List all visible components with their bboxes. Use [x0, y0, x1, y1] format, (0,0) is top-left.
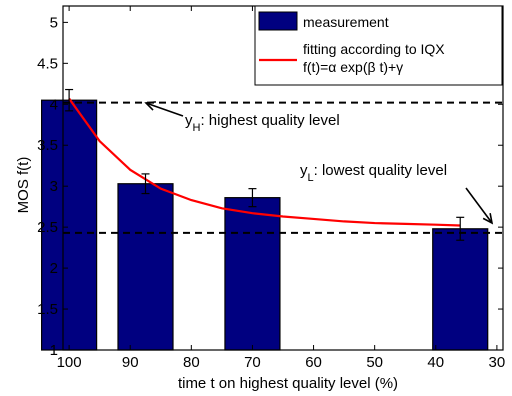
x-tick-label: 100 [57, 354, 82, 371]
y-tick-label: 2.5 [37, 219, 58, 236]
fit-curve [68, 97, 461, 227]
y-tick-label: 5 [50, 14, 58, 31]
x-tick-label: 50 [366, 354, 383, 371]
fit-layer [65, 88, 465, 241]
legend-label-measurement: measurement [303, 14, 389, 30]
legend-label-fit-line2: f(t)=α exp(β t)+γ [303, 59, 403, 75]
reference-lines-layer [63, 101, 503, 234]
annotation-high-arrow [145, 102, 184, 117]
x-tick-label: 90 [122, 354, 139, 371]
legend-swatch-bar [258, 11, 298, 31]
y-tick-label: 2 [50, 260, 58, 277]
y-tick-label: 1 [50, 342, 58, 359]
annotation-high: yH: highest quality level [185, 112, 340, 134]
annotation-low-arrowhead [482, 213, 494, 225]
x-tick-label: 60 [305, 354, 322, 371]
bar [41, 99, 98, 351]
annotation-low-arrow [465, 187, 493, 224]
bar [117, 183, 174, 351]
y-tick-label: 4 [50, 96, 58, 113]
y-tick-label: 3 [50, 178, 58, 195]
y-tick-label: 4.5 [37, 55, 58, 72]
y-tick-label: 1.5 [37, 301, 58, 318]
annotations-layer: yH: highest quality level yL: lowest qual… [144, 101, 494, 225]
y-tick-label: 3.5 [37, 137, 58, 154]
bar [224, 197, 281, 351]
x-tick-label: 80 [183, 354, 200, 371]
x-tick-label: 70 [244, 354, 261, 371]
x-tick-label: 40 [427, 354, 444, 371]
ticks-layer: 100 90 80 70 60 50 40 30 1 1.5 2 2.5 3 3.5 4 4.5 5 [37, 6, 505, 371]
annotation-low: yL: lowest quality level [300, 162, 447, 184]
annotation-high-arrowhead [144, 101, 157, 111]
legend-label-fit-line1: fitting according to IQX [303, 41, 445, 57]
x-axis-label: time t on highest quality level (%) [178, 375, 398, 392]
x-tick-label: 30 [489, 354, 506, 371]
legend: measurement fitting according to IQX f(t)=… [254, 5, 503, 86]
y-axis-label: MOS f(t) [15, 157, 32, 214]
bar [432, 228, 489, 351]
